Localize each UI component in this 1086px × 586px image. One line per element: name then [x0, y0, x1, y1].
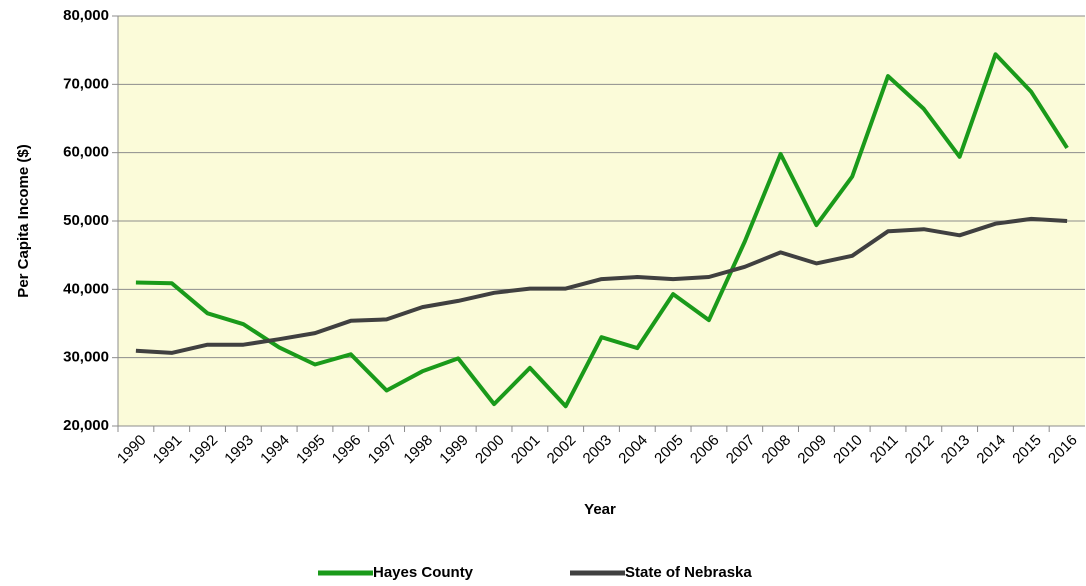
x-tick-label: 2016 [1045, 432, 1081, 468]
x-tick-label: 2013 [938, 432, 974, 468]
y-tick-label: 30,000 [63, 349, 109, 366]
y-tick-label: 20,000 [63, 417, 109, 434]
y-tick-label: 40,000 [63, 280, 109, 297]
x-tick-label: 2003 [580, 432, 616, 468]
x-axis-title: Year [584, 501, 616, 518]
x-tick-label: 1992 [186, 432, 222, 468]
x-tick-label: 2001 [508, 432, 544, 468]
x-tick-label: 2010 [830, 432, 866, 468]
series-line [135, 216, 1068, 355]
y-axis-title: Per Capita Income ($) [15, 144, 32, 297]
x-tick-label: 1990 [114, 432, 150, 468]
x-tick-label: 1991 [150, 432, 186, 468]
y-tick-label: 60,000 [63, 144, 109, 161]
x-tick-label: 2007 [723, 432, 759, 468]
x-tick-label: 1997 [365, 432, 401, 468]
x-tick-label: 1993 [221, 432, 257, 468]
x-tick-label: 2015 [1009, 432, 1045, 468]
x-tick-label: 1999 [436, 432, 472, 468]
x-tick-label: 2011 [867, 432, 902, 467]
x-tick-label: 2014 [973, 432, 1009, 468]
x-tick-label: 2000 [472, 432, 508, 468]
x-tick-label: 1998 [400, 432, 436, 468]
y-tick-label: 70,000 [63, 75, 109, 92]
x-tick-label: 2005 [651, 432, 687, 468]
x-tick-label: 2006 [687, 432, 723, 468]
y-tick-label: 80,000 [63, 7, 109, 24]
x-tick-label: 2004 [615, 432, 651, 468]
y-tick-label: 50,000 [63, 212, 109, 229]
x-tick-label: 2008 [759, 432, 795, 468]
x-tick-label: 2009 [794, 432, 830, 468]
x-tick-label: 1996 [329, 432, 365, 468]
series-line [135, 52, 1069, 409]
x-tick-label: 1995 [293, 432, 329, 468]
legend-label: Hayes County [373, 564, 474, 581]
legend-label: State of Nebraska [625, 564, 752, 581]
x-tick-label: 2002 [544, 432, 580, 468]
x-tick-label: 2012 [902, 432, 938, 468]
x-tick-label: 1994 [257, 432, 293, 468]
